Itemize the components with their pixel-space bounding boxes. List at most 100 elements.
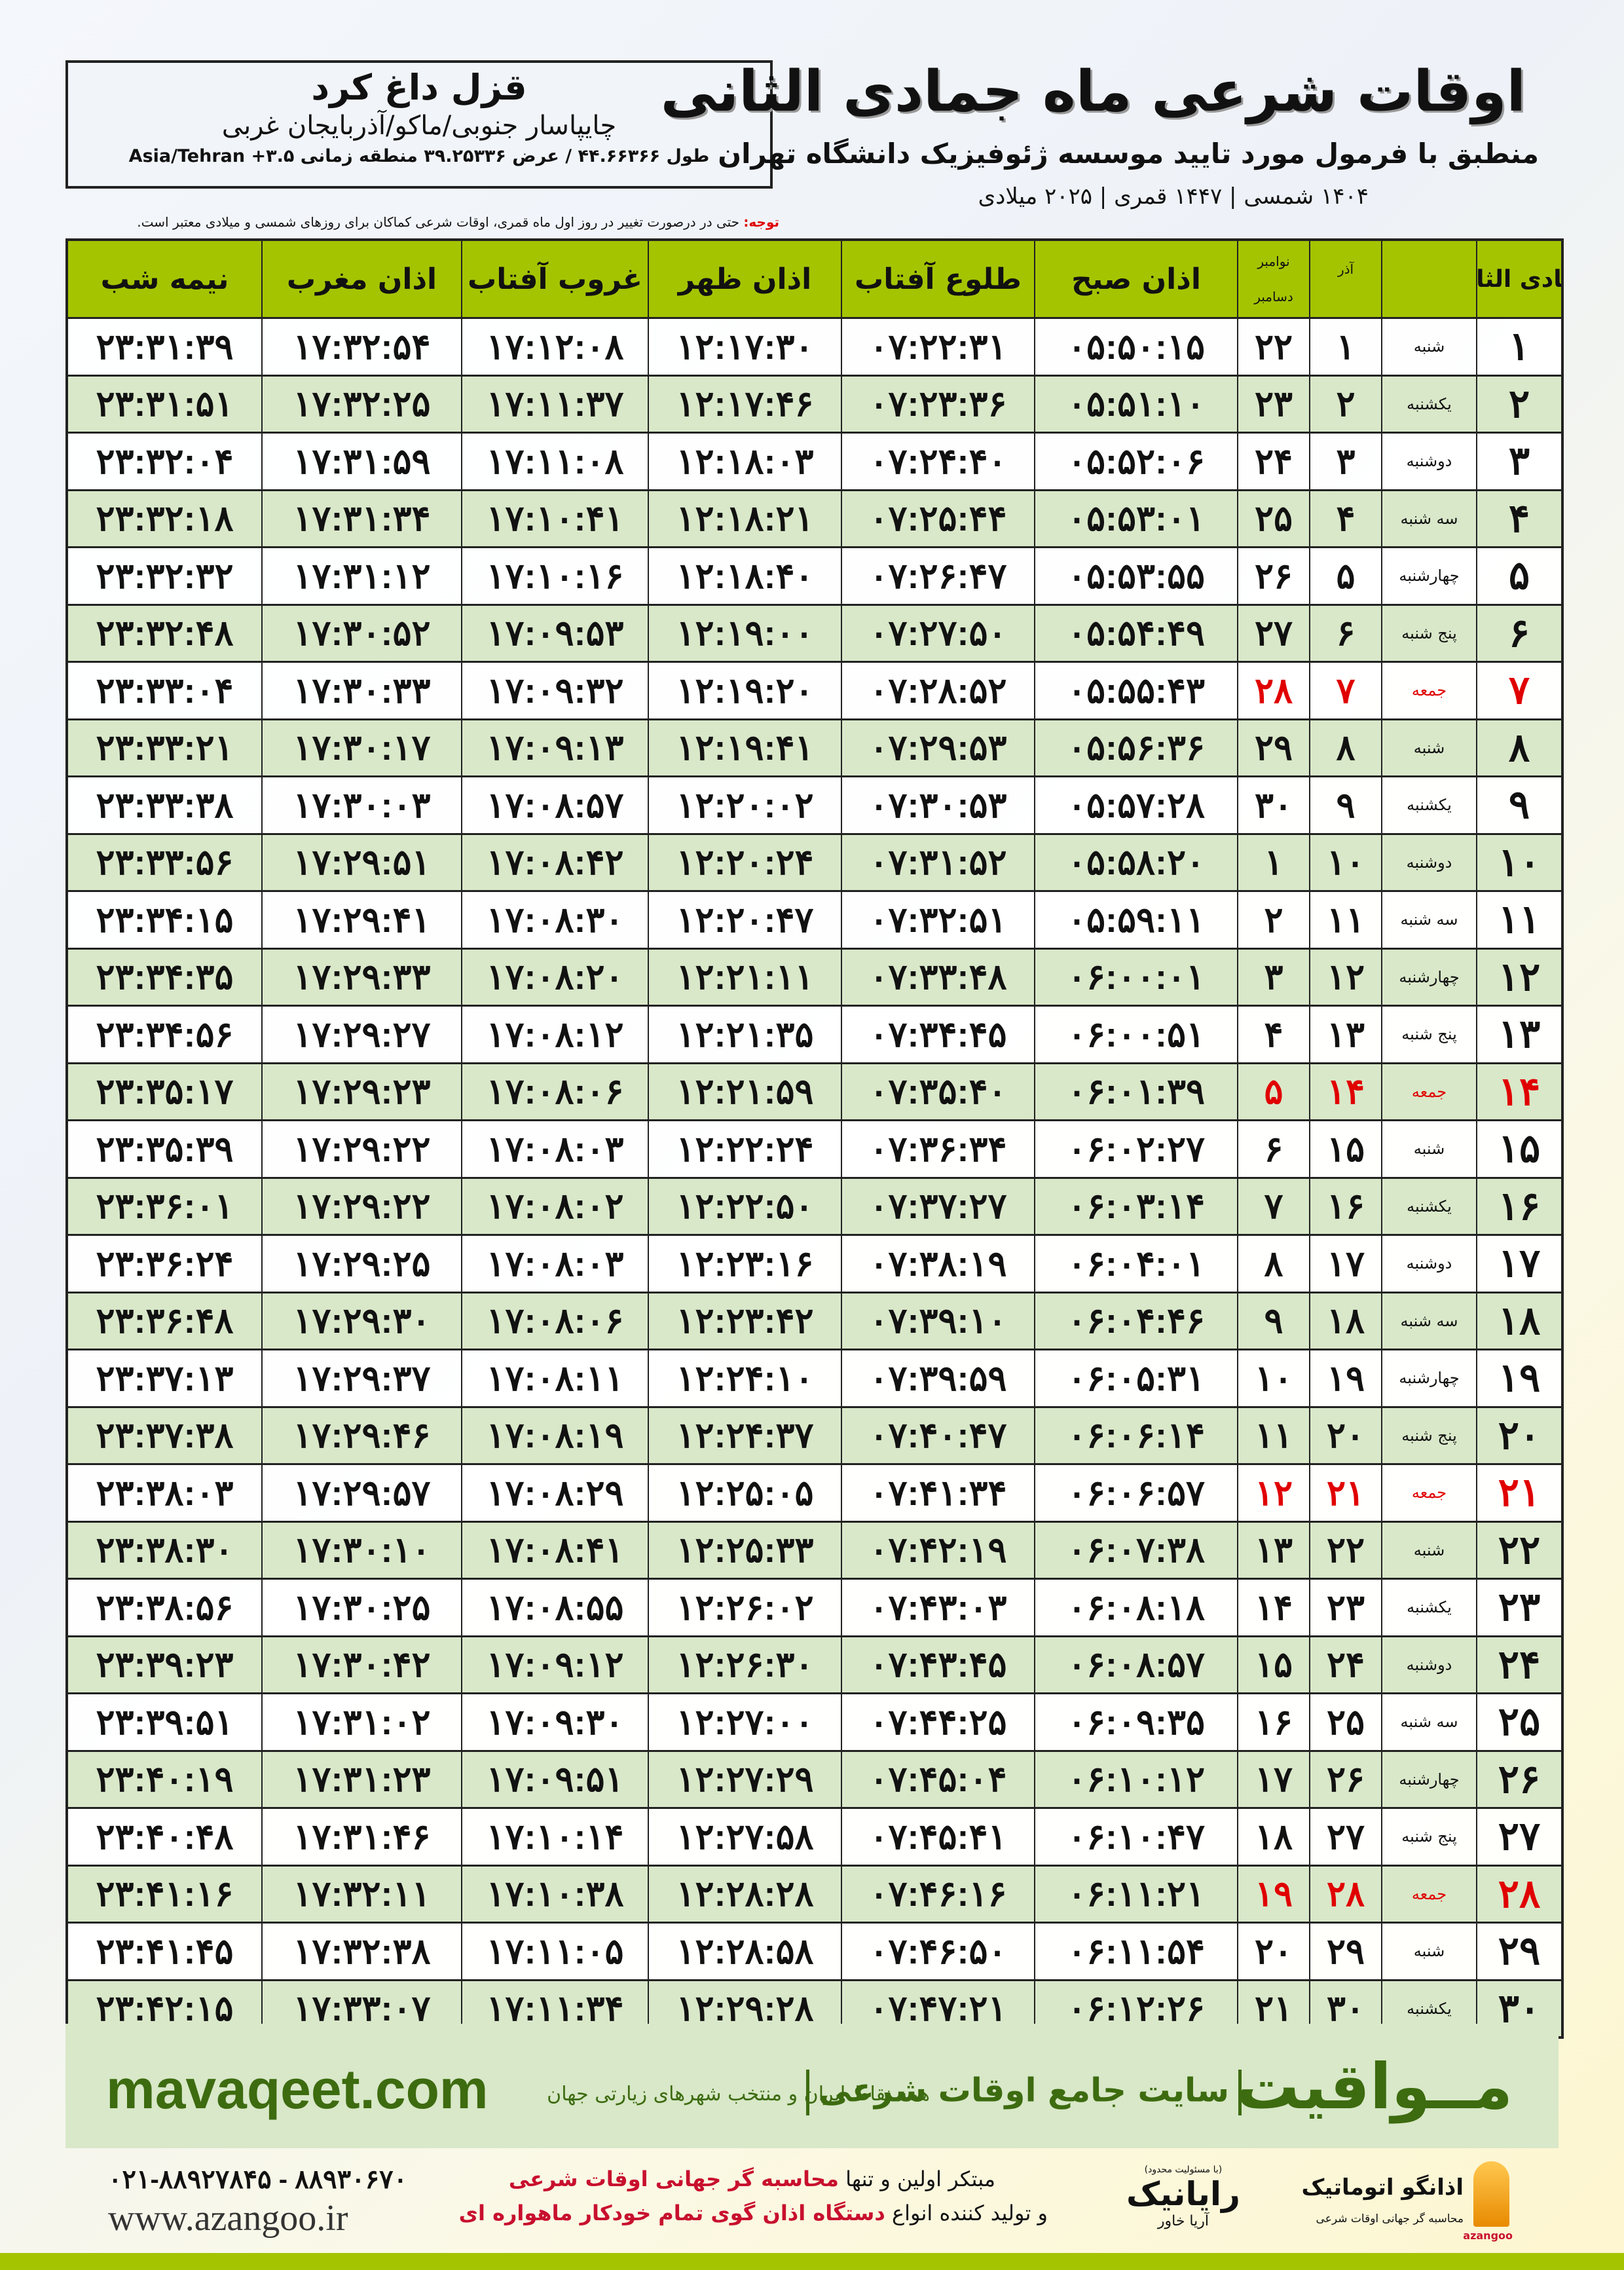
cell-sunset: ۱۷:۰۸:۴۱ [461,1522,648,1578]
cell-maghrib: ۱۷:۲۹:۴۶ [261,1407,461,1463]
cell-dhuhr: ۱۲:۲۷:۲۹ [648,1751,841,1807]
cell-midnight: ۲۳:۳۳:۲۱ [96,728,234,768]
cell-greg: ۲۷ [1237,605,1309,661]
cell-azar: ۱۴ [1309,1064,1381,1119]
cell-day: ۱۹ [1476,1350,1561,1406]
cell-weekday: شنبه [1381,1924,1476,1979]
cell-maghrib: ۱۷:۳۰:۵۲ [261,605,461,661]
cell-midnight: ۲۳:۳۹:۵۱ [96,1702,234,1742]
cell-day: ۱۵ [1476,1121,1561,1177]
cell-maghrib: ۱۷:۳۲:۳۸ [261,1924,461,1979]
azangoo-sub: محاسبه گر جهانی اوقات شرعی [1316,2212,1464,2225]
cell-day: ۳ [1476,434,1561,489]
site-url[interactable]: mavaqeet.com [106,2058,489,2120]
cell-greg: ۱۴ [1237,1580,1309,1635]
cell-midnight: ۲۳:۳۸:۳۰ [96,1531,234,1571]
cell-maghrib: ۱۷:۲۹:۵۱ [261,834,461,890]
city-name: قزل داغ کرد [311,67,527,108]
cell-azar: ۲۵ [1309,1694,1381,1750]
col-sunset: غروب آفتاب [461,241,648,317]
cell-day: ۱۸ [1476,1293,1561,1349]
table-row: ۱۲ چهارشنبه ۱۲ ۳ ۰۶:۰۰:۰۱ ۰۷:۳۳:۴۸ ۱۲:۲۱:۱۱ ۱۷:… [68,947,1561,1005]
cell-greg: ۷ [1237,1178,1309,1234]
cell-azar: ۱ [1309,319,1381,375]
cell-day: ۱۴ [1476,1064,1561,1119]
tagline-secondary: همه نقاط ایران و منتخب شهرهای زیارتی جها… [547,2083,930,2106]
cell-dhuhr: ۱۲:۲۰:۰۲ [648,777,841,833]
cell-azar: ۱۰ [1309,834,1381,890]
cell-day: ۲۹ [1476,1924,1561,1979]
cell-midnight: ۲۳:۳۷:۳۸ [96,1416,234,1456]
cell-weekday: سه شنبه [1381,1293,1476,1349]
cell-fajr: ۰۶:۰۷:۳۸ [1034,1522,1237,1578]
col-december: دسامبر [1254,289,1293,305]
cell-day: ۱۲ [1476,949,1561,1005]
note-text: حتی در درصورت تغییر در روز اول ماه قمری،… [137,214,744,230]
rayanik-sub: آریا خاور [1157,2213,1209,2229]
col-dhuhr: اذان ظهر [648,241,841,317]
cell-midnight: ۲۳:۳۲:۱۸ [96,499,234,539]
cell-dhuhr: ۱۲:۲۱:۳۵ [648,1007,841,1062]
cell-greg: ۲ [1237,892,1309,948]
col-weekday [1381,241,1476,317]
cell-sunrise: ۰۷:۳۵:۴۰ [841,1064,1034,1119]
cell-sunset: ۱۷:۰۸:۱۲ [461,1007,648,1062]
cell-day: ۲۳ [1476,1580,1561,1635]
cell-dhuhr: ۱۲:۲۲:۲۴ [648,1121,841,1177]
cell-greg: ۱۶ [1237,1694,1309,1750]
cell-dhuhr: ۱۲:۲۹:۲۸ [648,1981,841,2036]
cell-maghrib: ۱۷:۳۱:۲۳ [261,1751,461,1807]
cell-sunset: ۱۷:۰۸:۴۲ [461,834,648,890]
cell-fajr: ۰۶:۱۱:۵۴ [1034,1924,1237,1979]
cell-dhuhr: ۱۲:۱۹:۴۱ [648,720,841,775]
cell-weekday: جمعه [1381,1465,1476,1521]
cell-midnight: ۲۳:۳۸:۰۳ [96,1473,234,1513]
cell-maghrib: ۱۷:۳۲:۵۴ [261,319,461,375]
cell-sunset: ۱۷:۰۸:۵۷ [461,777,648,833]
cell-fajr: ۰۵:۵۲:۰۶ [1034,434,1237,489]
cell-sunrise: ۰۷:۲۲:۳۱ [841,319,1034,375]
cell-maghrib: ۱۷:۲۹:۲۷ [261,1007,461,1062]
cell-sunrise: ۰۷:۲۶:۴۷ [841,548,1034,604]
cell-dhuhr: ۱۲:۲۷:۰۰ [648,1694,841,1750]
cell-midnight: ۲۳:۳۲:۰۴ [96,441,234,481]
cell-fajr: ۰۶:۰۶:۱۴ [1034,1407,1237,1463]
cell-fajr: ۰۶:۰۲:۲۷ [1034,1121,1237,1177]
cell-sunset: ۱۷:۰۸:۰۳ [461,1236,648,1292]
cell-day: ۱ [1476,319,1561,375]
cell-greg: ۶ [1237,1121,1309,1177]
cell-sunset: ۱۷:۱۱:۰۸ [461,434,648,489]
cell-fajr: ۰۶:۰۳:۱۴ [1034,1178,1237,1234]
cell-greg: ۲۳ [1237,376,1309,432]
cell-azar: ۲۱ [1309,1465,1381,1521]
col-midnight: نیمه شب [100,262,229,296]
promo-line-1: مبتکر اولین و تنها محاسبه گر جهانی اوقات… [509,2167,995,2191]
cell-sunrise: ۰۷:۳۰:۵۳ [841,777,1034,833]
cell-dhuhr: ۱۲:۱۹:۰۰ [648,605,841,661]
cell-sunrise: ۰۷:۳۹:۵۹ [841,1350,1034,1406]
cell-day: ۹ [1476,777,1561,833]
cell-fajr: ۰۶:۱۱:۲۱ [1034,1866,1237,1922]
cell-midnight: ۲۳:۴۱:۱۶ [96,1874,234,1914]
col-gregorian: نوامبر دسامبر [1237,241,1309,317]
col-sunrise: طلوع آفتاب [841,241,1034,317]
page-subtitle: منطبق با فرمول مورد تایید موسسه ژئوفیزیک… [718,138,1539,170]
cell-sunrise: ۰۷:۲۸:۵۲ [841,663,1034,718]
cell-sunset: ۱۷:۱۱:۰۵ [461,1924,648,1979]
cell-weekday: شنبه [1381,1522,1476,1578]
cell-maghrib: ۱۷:۳۰:۱۷ [261,720,461,775]
cell-weekday: شنبه [1381,319,1476,375]
cell-weekday: سه شنبه [1381,491,1476,546]
col-maghrib: اذان مغرب [261,241,461,317]
promo-2a: و تولید کننده انواع [885,2201,1048,2225]
cell-sunset: ۱۷:۰۹:۵۳ [461,605,648,661]
cell-sunrise: ۰۷:۴۳:۰۳ [841,1580,1034,1635]
table-row: ۲۲ شنبه ۲۲ ۱۳ ۰۶:۰۷:۳۸ ۰۷:۴۲:۱۹ ۱۲:۲۵:۳۳ ۱۷:۰۸:… [68,1520,1561,1578]
azangoo-url[interactable]: www.azangoo.ir [108,2198,348,2239]
col-november: نوامبر [1257,253,1290,269]
cell-maghrib: ۱۷:۳۰:۴۲ [261,1637,461,1692]
cell-greg: ۱۳ [1237,1522,1309,1578]
cell-fajr: ۰۶:۱۲:۲۶ [1034,1981,1237,2036]
cell-sunset: ۱۷:۰۸:۰۳ [461,1121,648,1177]
cell-azar: ۲۰ [1309,1407,1381,1463]
